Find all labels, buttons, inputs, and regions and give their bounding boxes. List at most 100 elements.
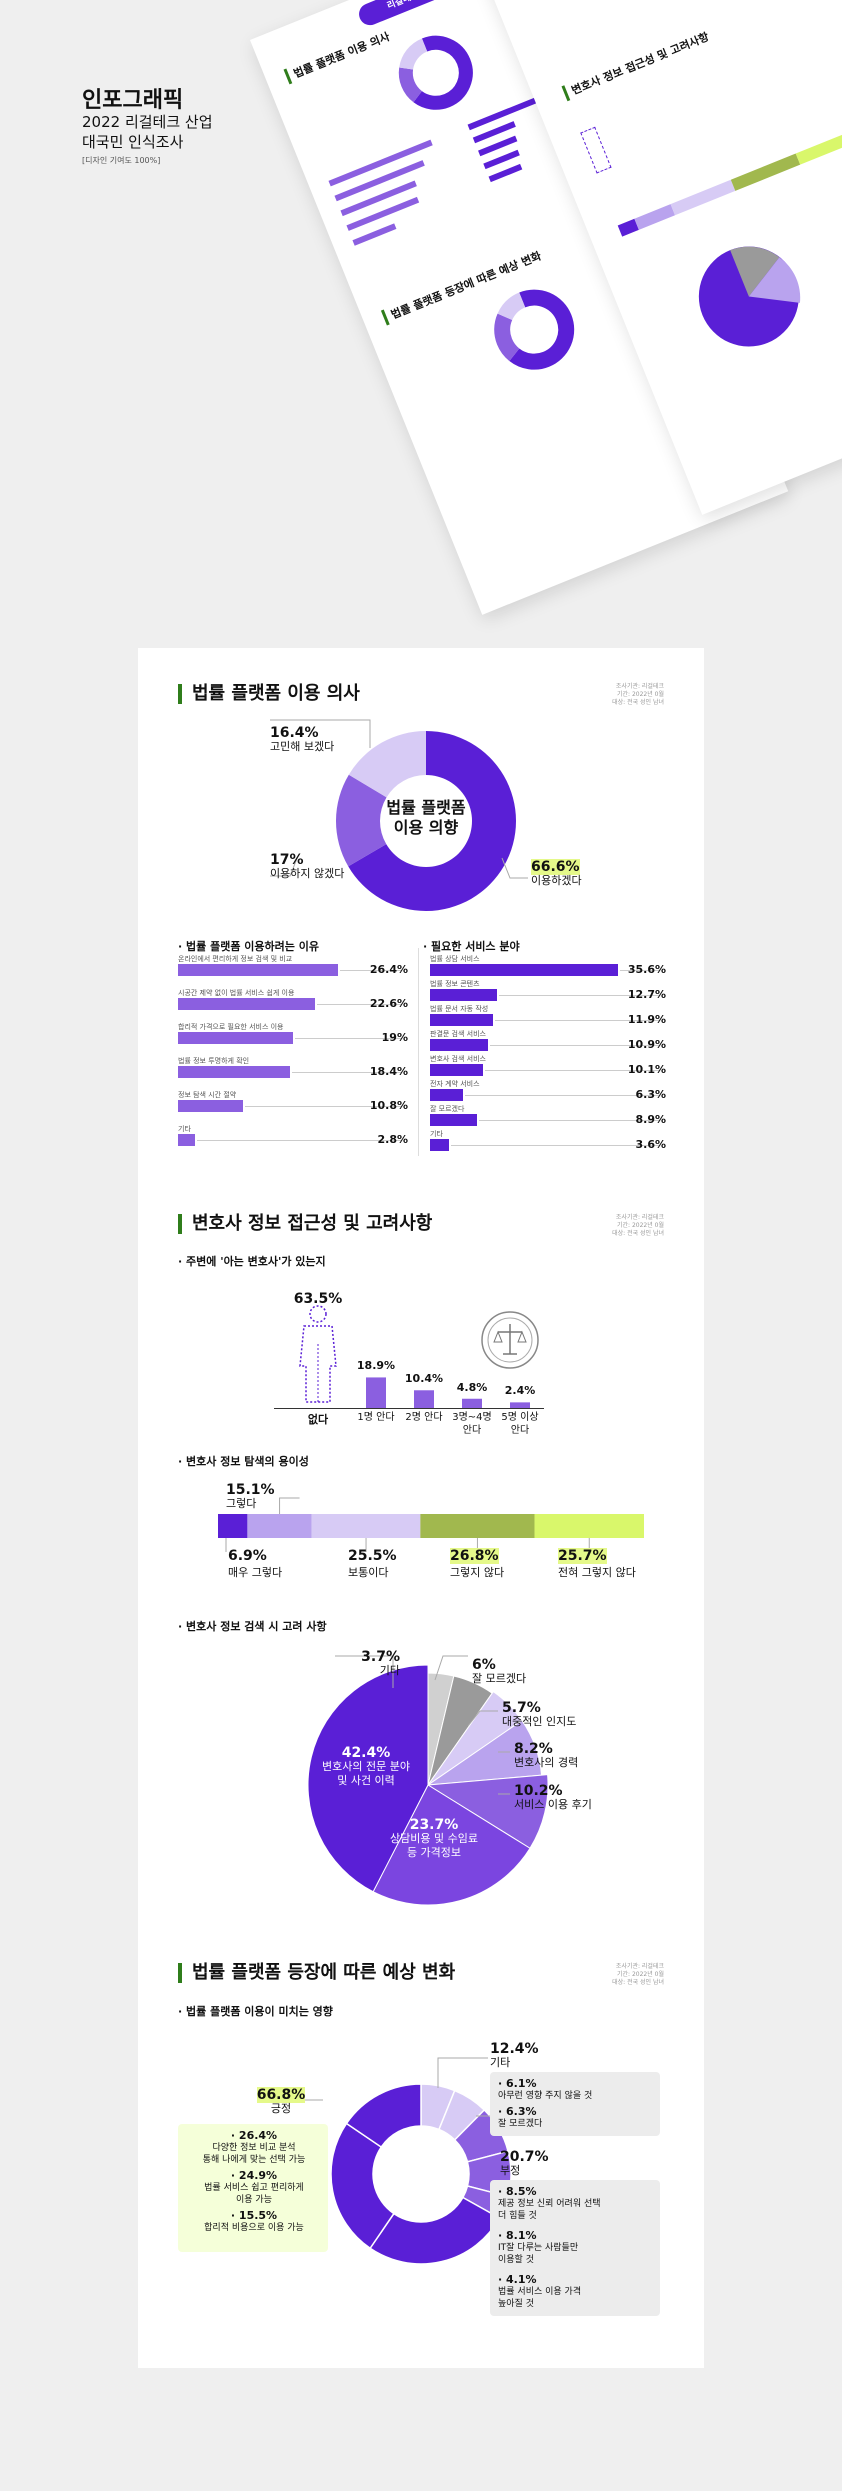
positems-txt-1: 법률 서비스 쉽고 편리하게 이용 가능 (184, 2182, 324, 2206)
reasons-bar-5 (178, 1134, 195, 1146)
infographic-card: 법률 플랫폼 이용 의사 조사기관: 리걸테크 기간: 2022년 0월 대상: 전… (138, 648, 704, 2368)
reasons-value-4: 10.8% (362, 1099, 408, 1112)
etcitems-item-1: · 6.3% 잘 모르겠다 (498, 2106, 658, 2130)
donut1-leader-lines (138, 708, 704, 908)
services-subtitle: · 필요한 서비스 분야 (423, 938, 520, 954)
services-label-7: 기타 (430, 1129, 443, 1139)
reasons-value-3: 18.4% (362, 1065, 408, 1078)
hero-tag: [디자인 기여도 100%] (82, 155, 160, 166)
ease-seg-2 (312, 1514, 421, 1538)
positems-item-2: · 15.5% 합리적 비용으로 이용 가능 (184, 2210, 324, 2234)
consider-question: · 변호사 정보 검색 시 고려 사항 (178, 1618, 327, 1634)
ease-question: · 변호사 정보 탐색의 용이성 (178, 1453, 309, 1469)
positems-item-1: · 24.9% 법률 서비스 쉽고 편리하게 이용 가능 (184, 2170, 324, 2206)
label-not-use: 17% 이용하지 않겠다 (270, 853, 344, 881)
positems-txt-2: 합리적 비용으로 이용 가능 (184, 2222, 324, 2234)
pie2-label-expertise: 42.4% 변호사의 전문 분야 및 사건 이력 (306, 1746, 426, 1788)
negitems-txt-0: 제공 정보 신뢰 어려워 선택 더 힘들 것 (498, 2198, 658, 2222)
services-bar-6 (430, 1114, 477, 1126)
negitems-item-1: · 8.1% IT잘 다루는 사람들만 이용할 것 (498, 2230, 658, 2266)
reasons-label-5: 기타 (178, 1124, 191, 1134)
positive-label: 66.8% 긍정 (246, 2088, 316, 2116)
hero-line1: 2022 리걸테크 산업 (82, 112, 213, 132)
services-label-5: 전자 계약 서비스 (430, 1079, 480, 1089)
negitems-pct-0: · 8.5% (498, 2186, 658, 2198)
preview-title-1: 법률 플랫폼 이용 의사 (284, 28, 393, 84)
section-meta-2: 조사기관: 리걸테크 기간: 2022년 0월 대상: 전국 성인 남녀 (558, 1214, 664, 1238)
services-label-1: 법률 정보 콘텐츠 (430, 979, 480, 989)
preview-donut (384, 21, 488, 125)
ease-label-4: 26.8% 그렇지 않다 (450, 1548, 504, 1580)
reasons-value-0: 26.4% (362, 963, 408, 976)
section-title-platform-intent: 법률 플랫폼 이용 의사 (178, 684, 360, 704)
reasons-bar-3 (178, 1066, 290, 1078)
label-considering: 16.4% 고민해 보겠다 (270, 726, 334, 754)
pie2-label-unknown: 6% 잘 모르겠다 (472, 1658, 526, 1686)
reasons-bar-1 (178, 998, 315, 1010)
services-value-5: 6.3% (620, 1088, 666, 1101)
services-value-2: 11.9% (620, 1013, 666, 1026)
etcitems-pct-1: · 6.3% (498, 2106, 658, 2118)
preview-donut-2 (476, 271, 593, 388)
preview-person (580, 127, 611, 174)
hero-section: 인포그래픽 2022 리걸테크 산업 대국민 인식조사 [디자인 기여도 100… (0, 0, 842, 600)
negitems-txt-2: 법률 서비스 이용 가격 높아질 것 (498, 2286, 658, 2310)
reasons-bar-2 (178, 1032, 293, 1044)
positems-pct-2: · 15.5% (184, 2210, 324, 2222)
negitems-txt-1: IT잘 다루는 사람들만 이용할 것 (498, 2242, 658, 2266)
reasons-label-1: 시공간 제약 없이 법률 서비스 쉽게 이용 (178, 988, 294, 998)
ease-seg-3 (420, 1514, 534, 1538)
services-bar-1 (430, 989, 497, 1001)
services-value-7: 3.6% (620, 1138, 666, 1151)
know-pct-3: 2.4% (490, 1384, 550, 1397)
services-bar-0 (430, 964, 618, 976)
services-value-3: 10.9% (620, 1038, 666, 1051)
services-bar-2 (430, 1014, 493, 1026)
section-title-lawyer-info: 변호사 정보 접근성 및 고려사항 (178, 1214, 432, 1234)
pie2-label-cost: 23.7% 상담비용 및 수임료 등 가격정보 (374, 1818, 494, 1860)
negitems-pct-1: · 8.1% (498, 2230, 658, 2242)
services-value-6: 8.9% (620, 1113, 666, 1126)
negitems-item-2: · 4.1% 법률 서비스 이용 가격 높아질 것 (498, 2274, 658, 2310)
ease-label-5: 25.7% 전혀 그렇지 않다 (558, 1548, 636, 1580)
services-bar-3 (430, 1039, 488, 1051)
reasons-value-5: 2.8% (362, 1133, 408, 1146)
services-bar-5 (430, 1089, 463, 1101)
impact-question: · 법률 플랫폼 이용이 미치는 영향 (178, 2003, 333, 2019)
preview-bars-left (328, 132, 479, 255)
services-label-4: 변호사 검색 서비스 (430, 1054, 486, 1064)
negative-label: 20.7% 부정 (500, 2150, 549, 2178)
etc-label: 12.4% 기타 (490, 2042, 539, 2070)
pie2-label-career: 8.2% 변호사의 경력 (514, 1742, 578, 1770)
court-emblem-icon (478, 1308, 542, 1372)
negitems-item-0: · 8.5% 제공 정보 신뢰 어려워 선택 더 힘들 것 (498, 2186, 658, 2222)
services-value-0: 35.6% (620, 963, 666, 976)
preview-ease-bar (618, 128, 842, 237)
reasons-subtitle: · 법률 플랫폼 이용하려는 이유 (178, 938, 319, 954)
pie2-label-review: 10.2% 서비스 이용 후기 (514, 1784, 592, 1812)
section-meta-3: 조사기관: 리걸테크 기간: 2022년 0월 대상: 전국 성인 남녀 (558, 1963, 664, 1987)
services-label-6: 잘 모르겠다 (430, 1104, 464, 1114)
services-value-4: 10.1% (620, 1063, 666, 1076)
know-bar-1 (366, 1377, 386, 1408)
services-value-1: 12.7% (620, 988, 666, 1001)
ease-label-3: 25.5% 보통이다 (348, 1548, 397, 1580)
positems-pct-0: · 26.4% (184, 2130, 324, 2142)
bar-divider (418, 948, 419, 1156)
preview-pie (677, 225, 820, 368)
know-label-3: 5명 이상 안다 (490, 1411, 550, 1437)
etcitems-pct-0: · 6.1% (498, 2078, 658, 2090)
reasons-bar-0 (178, 964, 338, 976)
know-bar-3 (462, 1399, 482, 1408)
ease-label-1: 6.9% 매우 그렇다 (228, 1548, 282, 1580)
negitems-pct-2: · 4.1% (498, 2274, 658, 2286)
etcitems-txt-0: 아무런 영향 주지 않을 것 (498, 2090, 658, 2102)
services-bar-4 (430, 1064, 483, 1076)
services-label-0: 법률 상담 서비스 (430, 954, 480, 964)
know-lawyer-question: · 주변에 '아는 변호사'가 있는지 (178, 1253, 326, 1269)
services-label-3: 판결문 검색 서비스 (430, 1029, 486, 1039)
etcitems-item-0: · 6.1% 아무런 영향 주지 않을 것 (498, 2078, 658, 2102)
ease-seg-1 (247, 1514, 311, 1538)
ease-label-2: 15.1% 그렇다 (226, 1483, 275, 1511)
services-bar-chart: 법률 상담 서비스 35.6% 법률 정보 콘텐츠 12.7% 법률 문서 자동 작성 1… (430, 954, 666, 1164)
